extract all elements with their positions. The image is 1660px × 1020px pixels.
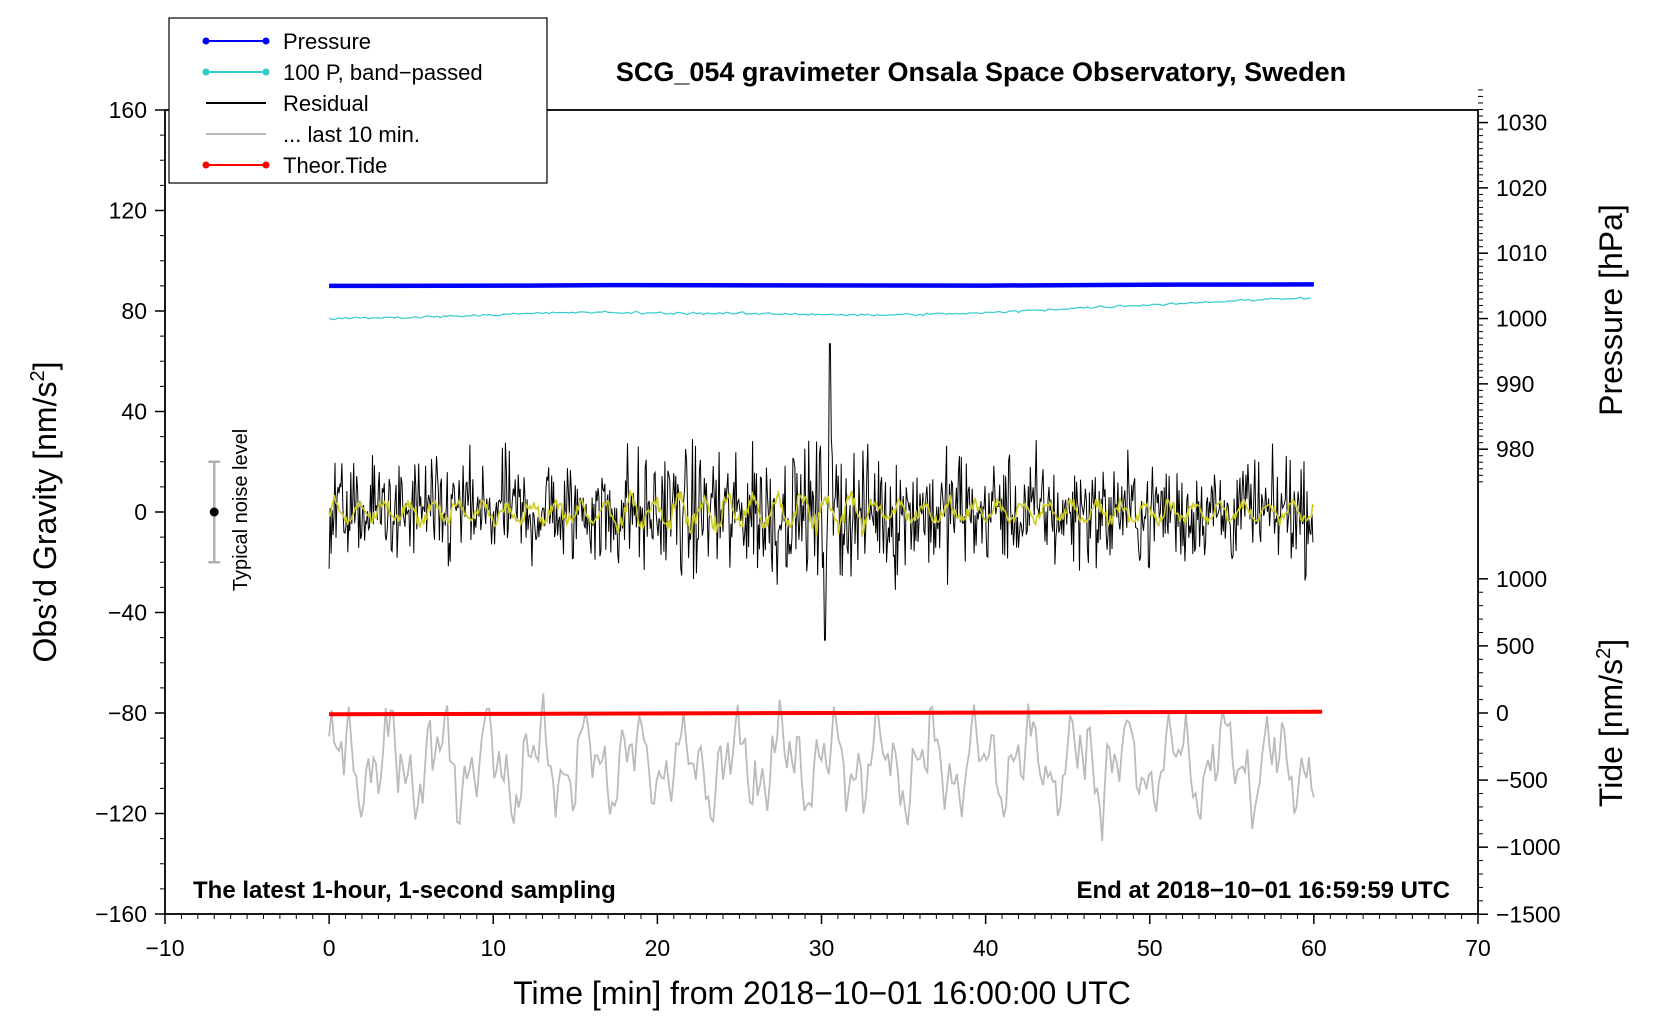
legend-label: Residual <box>283 91 369 116</box>
pressure-bandpassed-line <box>328 296 1311 321</box>
pressure-tick-label: 1000 <box>1496 306 1547 332</box>
x-tick-label: 70 <box>1465 935 1491 961</box>
legend-label: Theor.Tide <box>283 153 387 178</box>
last-10-min-line <box>328 693 1315 841</box>
y-axis-title-left-sup: 2 <box>27 370 49 381</box>
theor-tide-line <box>329 709 1323 717</box>
y-tick-label: −160 <box>95 901 147 927</box>
x-tick-label: −10 <box>145 935 184 961</box>
tide-tick-label: 1000 <box>1496 566 1547 592</box>
y-axis-title-tide-close: ] <box>1593 639 1629 648</box>
x-tick-label: 50 <box>1137 935 1163 961</box>
y-tick-label: −80 <box>108 700 147 726</box>
y-axis-title-pressure: Pressure [hPa] <box>1593 204 1629 416</box>
chart-title: SCG_054 gravimeter Onsala Space Observat… <box>616 57 1346 87</box>
legend-marker <box>202 37 210 45</box>
tide-tick-label: 0 <box>1496 700 1509 726</box>
legend-marker <box>202 68 210 76</box>
legend-marker <box>262 161 270 169</box>
legend-marker <box>202 161 210 169</box>
legend-marker <box>262 37 270 45</box>
tide-tick-label: −1500 <box>1496 901 1561 927</box>
noise-indicator: Typical noise level <box>208 429 252 591</box>
legend-label: 100 P, band−passed <box>283 60 483 85</box>
y-axis-title-tide: Tide [nm/s2] <box>1593 639 1629 807</box>
legend-label: ... last 10 min. <box>283 122 420 147</box>
x-tick-label: 20 <box>645 935 671 961</box>
y-tick-label: −120 <box>95 801 147 827</box>
y-tick-label: 80 <box>121 298 147 324</box>
y-tick-label: 120 <box>109 198 147 224</box>
x-tick-label: 30 <box>809 935 835 961</box>
legend-box <box>168 17 548 184</box>
y-tick-label: −40 <box>108 600 147 626</box>
x-tick-label: 0 <box>323 935 336 961</box>
y-tick-label: 0 <box>134 499 147 525</box>
legend-label: Pressure <box>283 29 371 54</box>
pressure-tick-label: 980 <box>1496 436 1534 462</box>
tide-tick-label: −1000 <box>1496 834 1561 860</box>
pressure-tick-label: 1030 <box>1496 110 1547 136</box>
legend: Pressure 100 P, band−passed Residual ... la… <box>168 17 548 184</box>
pressure-tick-label: 1020 <box>1496 175 1547 201</box>
note-end-time: End at 2018−10−01 16:59:59 UTC <box>1076 877 1450 904</box>
y-axis-title-left: Obs’d Gravity [nm/s2] <box>27 362 63 663</box>
y-tick-label: 40 <box>121 399 147 425</box>
y-axis-title-tide-main: Tide [nm/s <box>1593 659 1629 807</box>
residual-line <box>328 343 1314 641</box>
legend-marker <box>262 68 270 76</box>
y-axis-title-left-main: Obs’d Gravity [nm/s <box>27 382 63 663</box>
axes-layer: −10 0 10 20 30 40 50 60 7016012080400−40−80−120−… <box>95 89 1561 961</box>
note-sampling: The latest 1-hour, 1-second sampling <box>193 877 616 904</box>
tide-tick-label: −500 <box>1496 767 1548 793</box>
x-tick-label: 40 <box>973 935 999 961</box>
pressure-line <box>329 282 1314 289</box>
y-axis-title-tide-sup: 2 <box>1593 648 1615 659</box>
tide-tick-label: 500 <box>1496 633 1534 659</box>
residual-smoothed-line <box>328 489 1315 537</box>
x-axis-title: Time [min] from 2018−10−01 16:00:00 UTC <box>513 975 1131 1011</box>
pressure-tick-label: 990 <box>1496 371 1534 397</box>
noise-center-dot <box>209 507 219 517</box>
y-tick-label: 160 <box>109 97 147 123</box>
series-layer <box>328 282 1323 841</box>
x-tick-label: 60 <box>1301 935 1327 961</box>
x-tick-label: 10 <box>480 935 506 961</box>
y-axis-title-left-close: ] <box>27 362 63 371</box>
noise-label: Typical noise level <box>230 429 252 591</box>
pressure-tick-label: 1010 <box>1496 240 1547 266</box>
